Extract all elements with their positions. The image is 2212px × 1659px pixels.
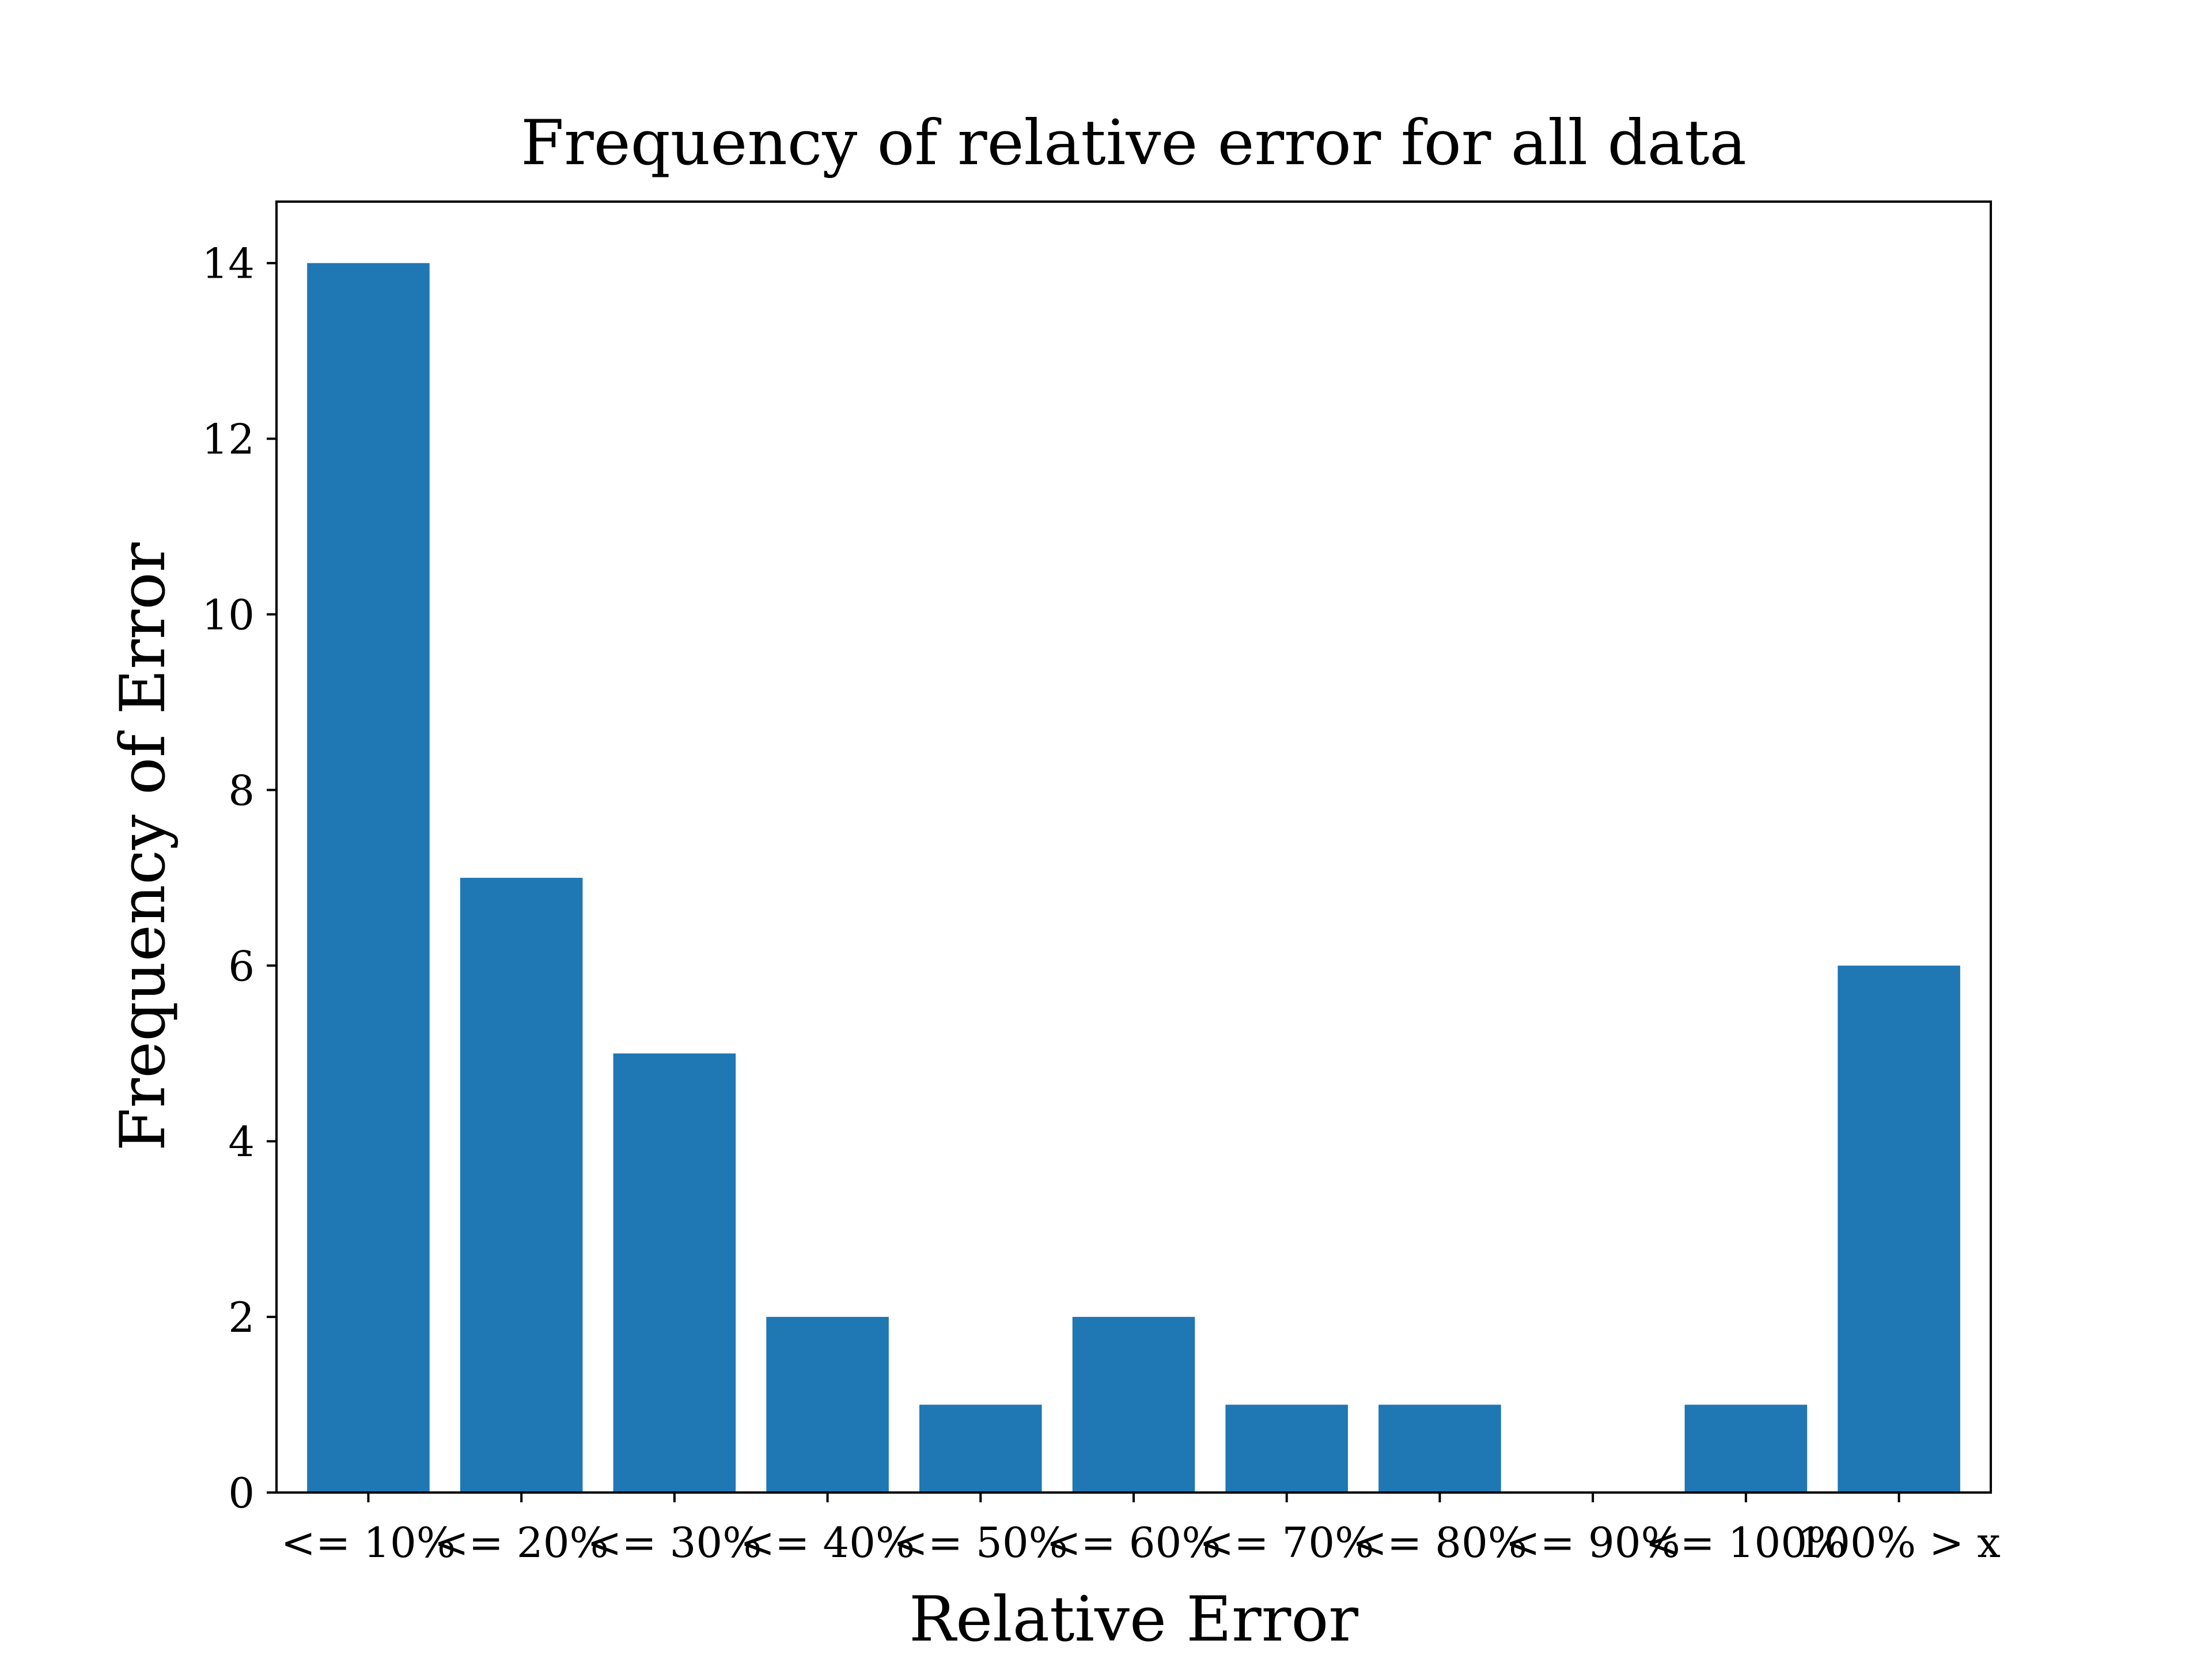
bar-10 (1838, 965, 1960, 1493)
y-tick-label: 8 (228, 766, 255, 815)
bars-layer (307, 263, 1960, 1493)
x-tick-label: <= 70% (1199, 1518, 1374, 1567)
x-tick-label: <= 30% (587, 1518, 762, 1567)
plot-frame (275, 200, 1992, 1494)
bar-0 (307, 263, 430, 1493)
y-tick-label: 6 (228, 942, 255, 990)
y-tick-label: 10 (202, 591, 255, 639)
bar-4 (919, 1404, 1042, 1493)
bar-9 (1684, 1404, 1808, 1493)
x-tick-label: <= 40% (740, 1518, 915, 1567)
x-tick-label: <= 60% (1046, 1518, 1221, 1567)
x-tick-label: <= 20% (434, 1518, 609, 1567)
y-tick-label: 0 (228, 1469, 255, 1517)
x-axis-ticks: <= 10%<= 20%<= 30%<= 40%<= 50%<= 60%<= 7… (281, 1493, 2001, 1567)
bar-2 (613, 1053, 736, 1493)
x-tick-label: <= 50% (893, 1518, 1068, 1567)
y-tick-label: 4 (228, 1118, 255, 1166)
bar-7 (1378, 1404, 1501, 1493)
x-tick-label: <= 10% (281, 1518, 456, 1567)
y-tick-label: 2 (228, 1293, 255, 1342)
x-axis-label: Relative Error (909, 1584, 1358, 1656)
y-tick-label: 14 (202, 240, 255, 288)
bar-3 (766, 1317, 889, 1493)
bar-6 (1225, 1404, 1348, 1493)
y-axis-ticks: 0 2 4 6 8 10 12 14 (202, 240, 276, 1517)
y-axis-label: Frequency of Error (107, 542, 179, 1151)
y-tick-label: 12 (202, 415, 255, 464)
chart-title: Frequency of relative error for all data (521, 107, 1747, 179)
x-tick-label: <= 100% (1645, 1518, 1846, 1567)
x-tick-label: <= 90% (1505, 1518, 1680, 1567)
x-tick-label: <= 80% (1353, 1518, 1528, 1567)
bar-5 (1072, 1317, 1195, 1493)
x-tick-label: 100% > x (1797, 1518, 2001, 1567)
bar-1 (460, 877, 583, 1493)
